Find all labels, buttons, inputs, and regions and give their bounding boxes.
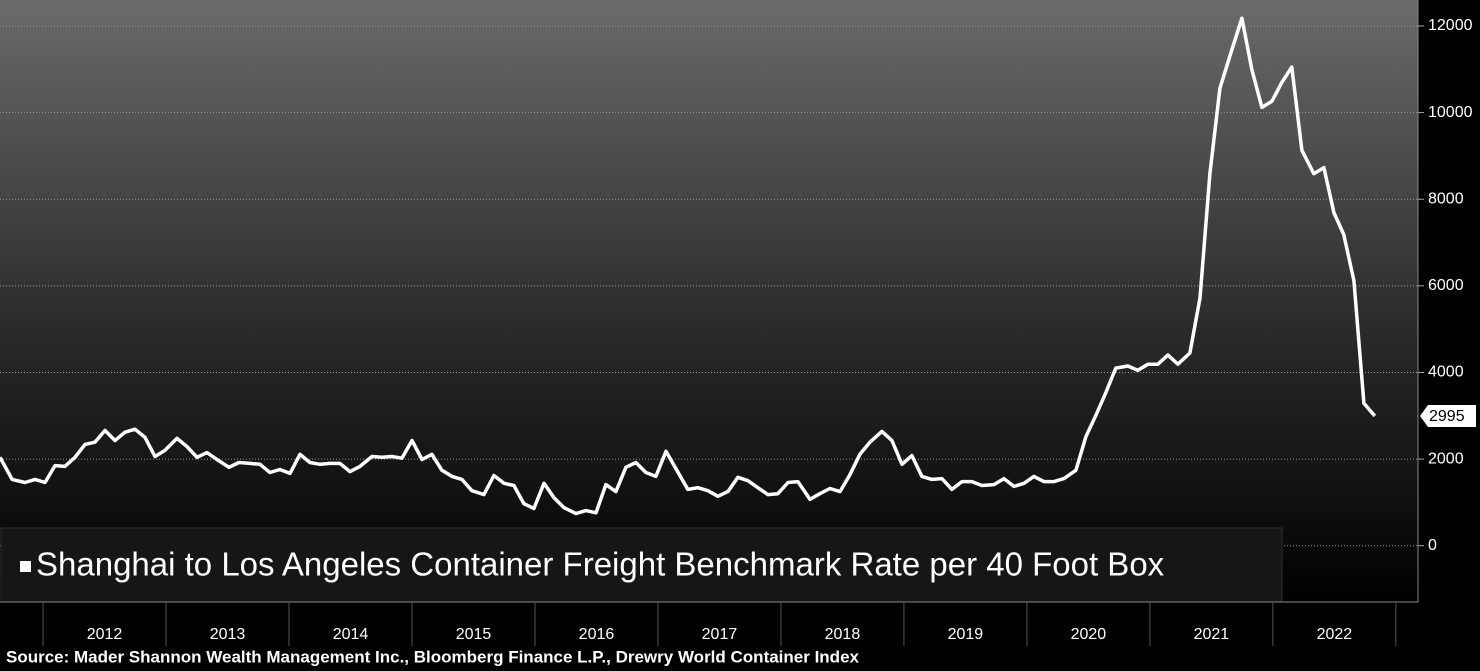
y-tick-label: 10000	[1428, 104, 1473, 121]
plot-background	[0, 0, 1418, 602]
last-value-tag	[1420, 404, 1476, 427]
line-series	[0, 16, 1377, 516]
y-tick-label: 0	[1428, 537, 1437, 554]
legend-box	[0, 527, 1283, 603]
y-tick-label: 8000	[1428, 190, 1464, 207]
x-tick-label: 2019	[948, 626, 984, 643]
x-tick-label: 2016	[579, 626, 615, 643]
x-tick-label: 2012	[87, 626, 123, 643]
x-tick-label: 2015	[456, 626, 492, 643]
y-tick-label: 2000	[1428, 450, 1464, 467]
y-tick-label: 12000	[1428, 17, 1473, 34]
x-tick-label: 2017	[702, 626, 738, 643]
legend-marker	[20, 561, 31, 572]
x-tick-label: 2018	[825, 626, 861, 643]
y-tick-label: 4000	[1428, 364, 1464, 381]
x-tick-label: 2014	[333, 626, 369, 643]
x-tick-label: 2013	[210, 626, 246, 643]
last-value-label: 2995	[1429, 408, 1465, 425]
y-tick-label: 6000	[1428, 277, 1464, 294]
source: Source: Mader Shannon Wealth Management …	[6, 647, 860, 666]
x-tick-label: 2020	[1071, 626, 1107, 643]
x-tick-label: 2021	[1194, 626, 1230, 643]
legend-label: Shanghai to Los Angeles Container Freigh…	[36, 546, 1165, 583]
x-tick-label: 2022	[1317, 626, 1353, 643]
